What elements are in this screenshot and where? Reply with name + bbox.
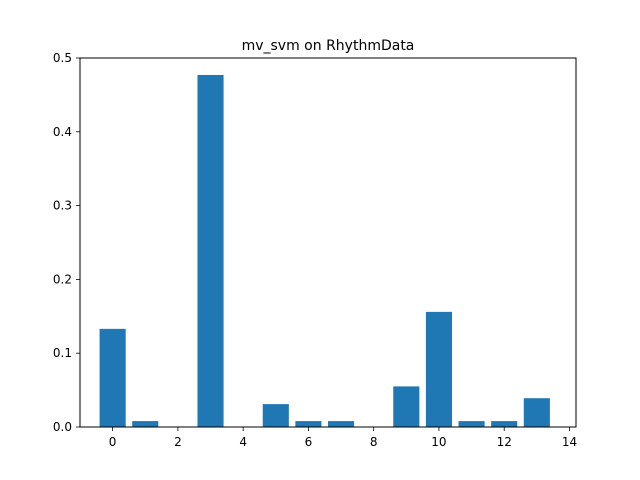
bar-6 bbox=[295, 421, 322, 427]
x-tick-label: 4 bbox=[239, 435, 247, 449]
bar-0 bbox=[99, 328, 126, 427]
bar-11 bbox=[458, 421, 485, 427]
x-axis: 0 2 4 6 8 10 12 14 bbox=[109, 427, 577, 449]
y-tick-label: 0.3 bbox=[53, 199, 72, 213]
bar-12 bbox=[491, 421, 518, 427]
y-tick-label: 0.4 bbox=[53, 125, 72, 139]
bar-5 bbox=[262, 404, 289, 427]
x-tick-label: 14 bbox=[562, 435, 577, 449]
bar-9 bbox=[393, 386, 420, 427]
x-tick-label: 6 bbox=[305, 435, 313, 449]
bar-1 bbox=[132, 421, 159, 427]
x-tick-label: 2 bbox=[174, 435, 182, 449]
y-tick-label: 0.5 bbox=[53, 51, 72, 65]
bar-7 bbox=[328, 421, 355, 427]
x-tick-label: 12 bbox=[497, 435, 512, 449]
bar-10 bbox=[425, 311, 452, 427]
plot-frame bbox=[79, 57, 577, 428]
chart-title: mv_svm on RhythmData bbox=[242, 38, 415, 54]
x-tick-label: 8 bbox=[370, 435, 378, 449]
y-axis: 0.0 0.1 0.2 0.3 0.4 0.5 bbox=[53, 51, 80, 434]
y-tick-label: 0.0 bbox=[53, 420, 72, 434]
y-tick-label: 0.2 bbox=[53, 272, 72, 286]
y-tick-label: 0.1 bbox=[53, 346, 72, 360]
bar-3 bbox=[197, 74, 224, 427]
bars-group bbox=[99, 74, 550, 427]
bar-13 bbox=[523, 398, 550, 427]
x-tick-label: 0 bbox=[109, 435, 117, 449]
x-tick-label: 10 bbox=[431, 435, 446, 449]
